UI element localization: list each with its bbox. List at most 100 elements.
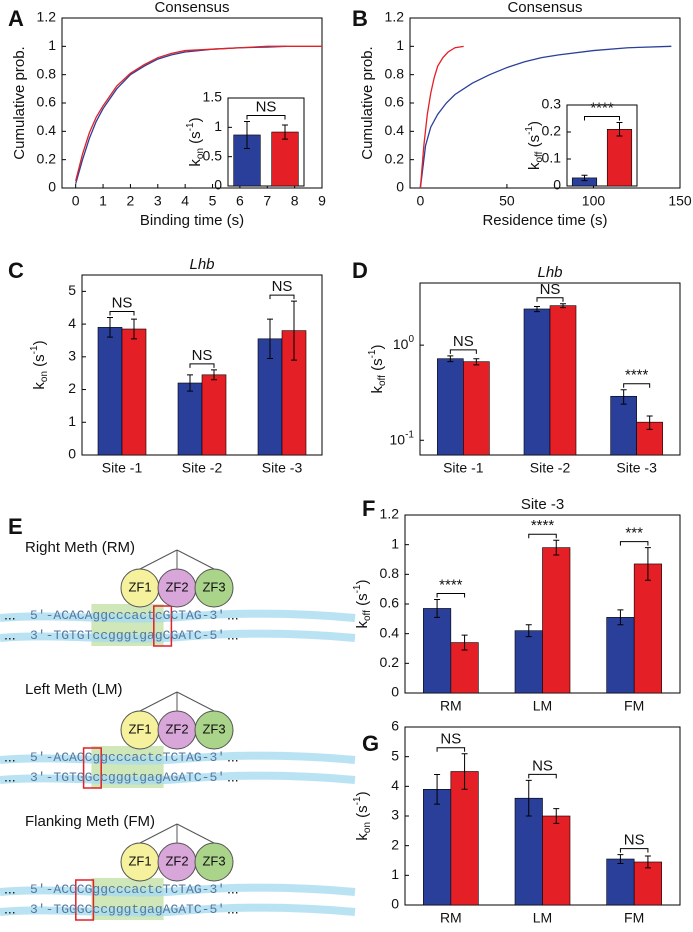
x-tick-label: 0 [72, 193, 80, 209]
y-tick-label: 0.8 [37, 65, 57, 81]
zinc-finger [194, 568, 234, 608]
y-tick-label-exp: -1 [405, 429, 414, 440]
y-tick-label: 1.2 [37, 9, 57, 25]
chart-title: Lhb [537, 264, 562, 281]
sequence-part: 5′-ACACA [30, 608, 93, 623]
y-tick-label: 4 [68, 315, 76, 331]
axis-label-part: -1 [524, 126, 535, 135]
axis-label-part: (s [354, 593, 371, 610]
sequence-part: TCTAG-3′ [163, 882, 225, 897]
panel-letter: A [8, 6, 24, 31]
axis-label-part: (s [31, 354, 48, 371]
y-tick-label-exp: 0 [408, 334, 414, 345]
bar [271, 131, 299, 187]
significance-bracket [584, 116, 620, 121]
chart-title: Site -3 [521, 496, 564, 513]
y-tick-label: 2 [68, 380, 76, 396]
y-tick-label: 0.6 [380, 595, 400, 611]
sequence-part: ccgggtgag [92, 902, 162, 917]
axis-label-part: k [526, 162, 543, 170]
axis-label-part: k [369, 386, 386, 394]
error-bar [617, 854, 624, 864]
bar [523, 308, 551, 456]
error-bar [434, 773, 441, 805]
panel-letter: C [8, 258, 24, 283]
error-bar [434, 599, 441, 618]
x-tick-label: 6 [236, 193, 244, 209]
bar [633, 563, 662, 694]
axis-label-part: on [195, 148, 206, 159]
significance-bracket [269, 294, 295, 300]
axis-label: koff (s-1) [524, 121, 545, 170]
x-tick-label: RM [440, 698, 462, 714]
y-tick-label: 0 [48, 179, 56, 195]
sequence: 5′-ACACCggcccactcTCTAG-3′ [30, 750, 225, 765]
significance-bracket [109, 311, 135, 316]
significance-label: NS [453, 333, 474, 350]
y-tick-label: 6 [391, 718, 399, 734]
error-bar [581, 174, 588, 182]
axis-label-part: (s [526, 135, 543, 152]
axis-label: koff (s-1) [352, 579, 373, 628]
axis-label-part: k [187, 159, 204, 167]
y-tick-label: 0 [391, 684, 399, 700]
y-tick-label: 0.2 [37, 150, 57, 166]
significance-label: NS [624, 832, 645, 849]
error-bar [525, 624, 532, 638]
methylation-box [153, 605, 173, 647]
error-bar [534, 305, 540, 313]
bar [201, 374, 227, 456]
significance-label: NS [532, 757, 553, 774]
error-bar [291, 300, 297, 361]
significance-label: **** [590, 100, 614, 117]
error-bar [131, 318, 137, 340]
x-tick-label: Site -1 [443, 460, 484, 476]
zinc-finger-label: ZF2 [165, 721, 188, 736]
x-tick-label: 9 [318, 193, 326, 209]
flank: ... [227, 881, 239, 897]
axis-label-part: on [39, 371, 50, 382]
sequence: 5′-ACACAggcccactcGCTAG-3′ [30, 608, 225, 623]
axis-label-part: ) [369, 344, 386, 349]
y-tick-label: 0.4 [380, 624, 400, 640]
y-tick-label: 4 [391, 777, 399, 793]
error-bar [267, 318, 273, 359]
connector [139, 549, 178, 570]
y-tick-label: 0 [214, 177, 222, 193]
curve [75, 45, 322, 182]
y-tick-label: 100 [393, 334, 415, 352]
y-tick-label: 5 [68, 282, 76, 298]
y-tick-label: 1 [391, 535, 399, 551]
x-tick-label: 4 [181, 193, 189, 209]
flank: ... [4, 769, 16, 785]
error-bar [616, 122, 623, 137]
zinc-finger [194, 842, 234, 882]
y-tick-label: 2 [391, 836, 399, 852]
sequence-part: ggcccactc [92, 750, 162, 765]
y-tick-label: 5 [391, 747, 399, 763]
axis-label: kon (s-1) [29, 340, 50, 389]
dna-strand [0, 629, 356, 643]
y-tick-label: 0.1 [542, 150, 562, 166]
panel-letter: B [352, 6, 368, 31]
error-bar [525, 779, 532, 817]
zinc-finger-label: ZF3 [202, 853, 225, 868]
flank: ... [227, 607, 239, 623]
x-tick-label: LM [533, 698, 552, 714]
significance-label: NS [192, 347, 213, 364]
axis-label: kon (s-1) [185, 117, 206, 166]
flank: ... [227, 749, 239, 765]
error-bar [617, 609, 624, 626]
x-tick-label: Site -3 [262, 460, 303, 476]
significance-label: *** [625, 525, 643, 542]
axis-label-part: ) [354, 579, 371, 584]
error-bar [447, 355, 454, 363]
y-tick-label-base: 10 [390, 431, 406, 447]
y-tick-label: 0 [396, 179, 404, 195]
y-tick-label: 0.3 [542, 96, 562, 112]
sequence-part: GCTAG-3′ [163, 608, 225, 623]
bar [542, 547, 571, 694]
axis-label-part: off [377, 375, 388, 386]
connector [176, 823, 215, 844]
sequence-part: ccgggtgag [92, 628, 162, 643]
